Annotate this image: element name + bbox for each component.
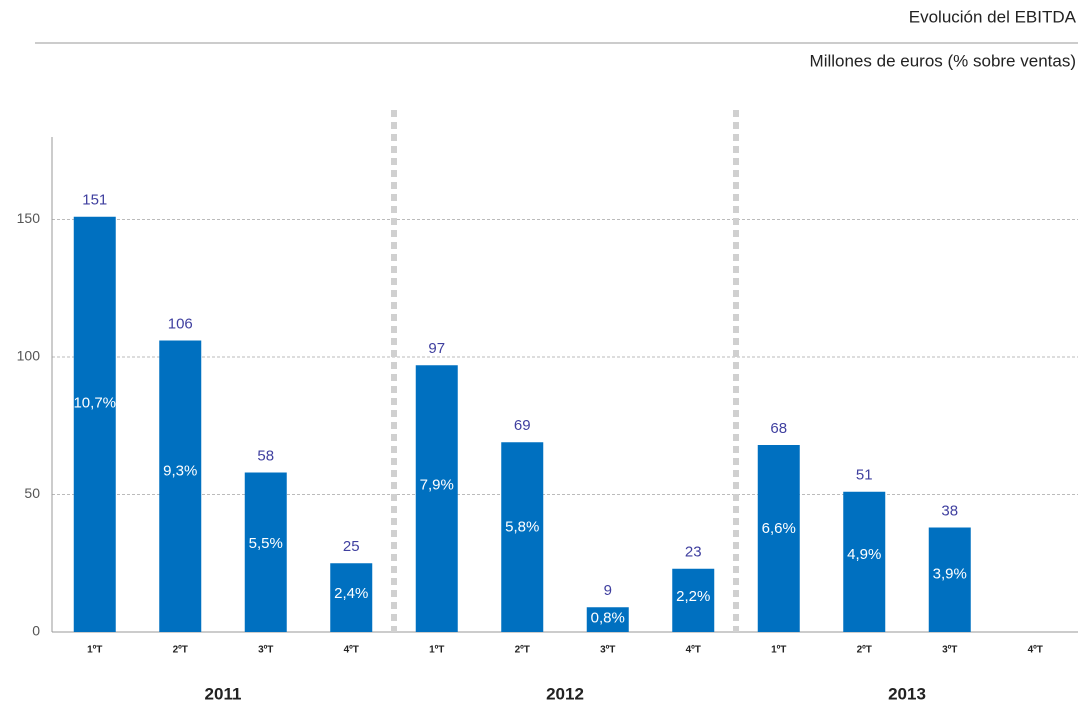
value-label: 97	[428, 340, 445, 357]
x-tick-label: 3ºT	[942, 645, 957, 656]
bar	[501, 442, 544, 632]
bar	[330, 563, 373, 632]
value-label: 38	[941, 502, 958, 519]
margin-label: 7,9%	[420, 476, 454, 493]
value-label: 23	[685, 544, 702, 561]
y-tick-label: 50	[24, 485, 40, 501]
x-tick-label: 1ºT	[771, 645, 786, 656]
y-tick-label: 150	[17, 210, 41, 226]
value-label: 151	[82, 192, 107, 209]
x-tick-label: 4ºT	[686, 645, 701, 656]
value-label: 69	[514, 417, 531, 434]
group-label: 2013	[888, 684, 926, 703]
x-tick-label: 2ºT	[857, 645, 872, 656]
x-tick-label: 4ºT	[1028, 645, 1043, 656]
margin-label: 5,5%	[249, 535, 283, 552]
margin-label: 6,6%	[762, 520, 796, 537]
value-label: 25	[343, 538, 360, 555]
y-tick-label: 100	[17, 348, 41, 364]
x-tick-label: 2ºT	[515, 645, 530, 656]
x-tick-label: 3ºT	[258, 645, 273, 656]
margin-label: 0,8%	[591, 609, 625, 626]
x-tick-label: 2ºT	[173, 645, 188, 656]
margin-label: 5,8%	[505, 519, 539, 536]
margin-label: 10,7%	[73, 395, 116, 412]
chart-title: Evolución del EBITDA	[909, 7, 1077, 26]
y-tick-label: 0	[32, 623, 40, 639]
group-label: 2011	[205, 684, 242, 703]
x-tick-label: 1ºT	[429, 645, 444, 656]
margin-label: 9,3%	[163, 463, 197, 480]
margin-label: 2,4%	[334, 585, 368, 602]
value-label: 51	[856, 467, 873, 484]
x-tick-label: 1ºT	[87, 645, 102, 656]
bar	[672, 568, 715, 632]
value-label: 9	[604, 582, 612, 599]
bar	[757, 445, 800, 632]
chart-subtitle: Millones de euros (% sobre ventas)	[810, 51, 1076, 70]
bar	[928, 527, 971, 632]
bar	[415, 365, 458, 632]
bar	[73, 216, 116, 632]
group-label: 2012	[546, 684, 584, 703]
bar	[843, 491, 886, 632]
bar	[244, 472, 287, 632]
value-label: 106	[168, 315, 193, 332]
margin-label: 2,2%	[676, 588, 710, 605]
value-label: 58	[257, 447, 274, 464]
x-tick-label: 3ºT	[600, 645, 615, 656]
x-tick-label: 4ºT	[344, 645, 359, 656]
margin-label: 3,9%	[933, 565, 967, 582]
margin-label: 4,9%	[847, 546, 881, 563]
bar	[159, 340, 202, 632]
bar	[586, 607, 629, 632]
value-label: 68	[770, 420, 787, 437]
